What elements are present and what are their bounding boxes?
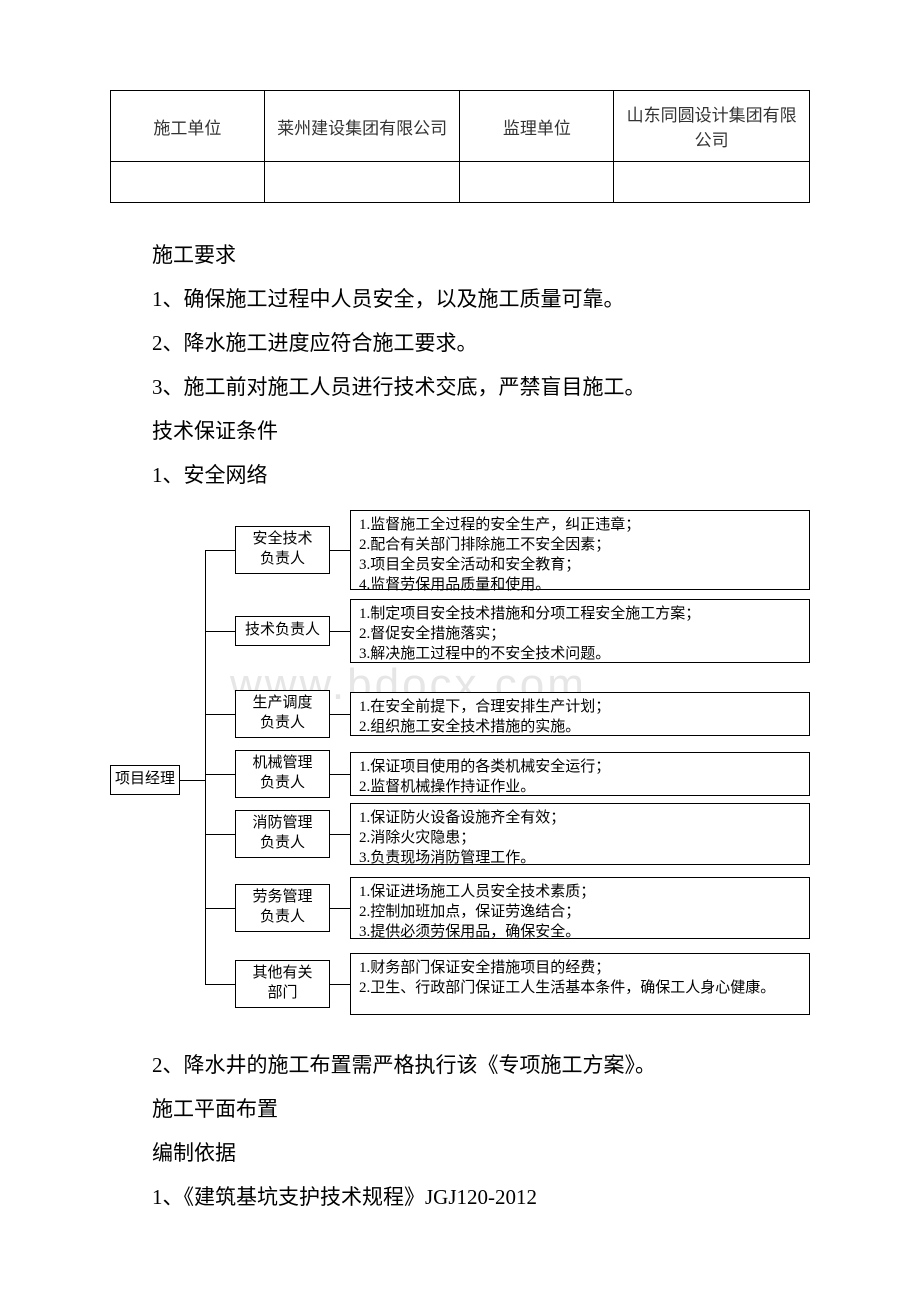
desc-d4: 1.保证项目使用的各类机械安全运行； 2.监督机械操作持证作业。 bbox=[350, 752, 810, 796]
heading-layout: 施工平面布置 bbox=[110, 1087, 810, 1131]
node-root: 项目经理 bbox=[110, 765, 180, 795]
connector-line bbox=[205, 714, 235, 715]
connector-line bbox=[205, 774, 235, 775]
cell-empty bbox=[111, 162, 265, 203]
org-chart: www.bdocx.com项目经理安全技术 负责人1.监督施工全过程的安全生产，… bbox=[110, 510, 810, 1025]
desc-d2: 1.制定项目安全技术措施和分项工程安全施工方案； 2.督促安全措施落实； 3.解… bbox=[350, 599, 810, 663]
cell-empty bbox=[614, 162, 810, 203]
connector-line bbox=[180, 780, 205, 781]
connector-line bbox=[205, 908, 235, 909]
cell-construction-unit-label: 施工单位 bbox=[111, 91, 265, 162]
basis-item-1: 1、《建筑基坑支护技术规程》JGJ120-2012 bbox=[110, 1175, 810, 1219]
connector-line bbox=[330, 774, 350, 775]
item-safety-network: 1、安全网络 bbox=[110, 453, 810, 497]
desc-d5: 1.保证防火设备设施齐全有效； 2.消除火灾隐患； 3.负责现场消防管理工作。 bbox=[350, 803, 810, 865]
connector-line bbox=[330, 834, 350, 835]
desc-d3: 1.在安全前提下，合理安排生产计划； 2.组织施工安全技术措施的实施。 bbox=[350, 692, 810, 736]
desc-d6: 1.保证进场施工人员安全技术素质； 2.控制加班加点，保证劳逸结合； 3.提供必… bbox=[350, 877, 810, 939]
heading-requirements: 施工要求 bbox=[110, 233, 810, 277]
connector-line bbox=[205, 834, 235, 835]
cell-construction-unit-value: 莱州建设集团有限公司 bbox=[264, 91, 460, 162]
req-item-3: 3、施工前对施工人员进行技术交底，严禁盲目施工。 bbox=[110, 365, 810, 409]
req-item-2: 2、降水施工进度应符合施工要求。 bbox=[110, 321, 810, 365]
desc-d7: 1.财务部门保证安全措施项目的经费； 2.卫生、行政部门保证工人生活基本条件，确… bbox=[350, 953, 810, 1015]
desc-d1: 1.监督施工全过程的安全生产，纠正违章； 2.配合有关部门排除施工不安全因素； … bbox=[350, 510, 810, 590]
connector-line bbox=[330, 984, 350, 985]
node-n6: 劳务管理 负责人 bbox=[235, 884, 330, 932]
node-n1: 安全技术 负责人 bbox=[235, 526, 330, 574]
item-dewatering-plan: 2、降水井的施工布置需严格执行该《专项施工方案》。 bbox=[110, 1043, 810, 1087]
node-n3: 生产调度 负责人 bbox=[235, 690, 330, 738]
header-table: 施工单位 莱州建设集团有限公司 监理单位 山东同圆设计集团有限公司 bbox=[110, 90, 810, 203]
connector-line bbox=[205, 984, 235, 985]
connector-line bbox=[330, 631, 350, 632]
node-n7: 其他有关 部门 bbox=[235, 960, 330, 1008]
cell-empty bbox=[264, 162, 460, 203]
connector-line bbox=[205, 550, 206, 984]
connector-line bbox=[330, 714, 350, 715]
heading-tech-condition: 技术保证条件 bbox=[110, 409, 810, 453]
connector-line bbox=[205, 631, 235, 632]
req-item-1: 1、确保施工过程中人员安全，以及施工质量可靠。 bbox=[110, 277, 810, 321]
node-n5: 消防管理 负责人 bbox=[235, 810, 330, 858]
heading-basis: 编制依据 bbox=[110, 1131, 810, 1175]
node-n4: 机械管理 负责人 bbox=[235, 750, 330, 798]
node-n2: 技术负责人 bbox=[235, 616, 330, 646]
cell-empty bbox=[460, 162, 614, 203]
cell-supervision-unit-value: 山东同圆设计集团有限公司 bbox=[614, 91, 810, 162]
cell-supervision-unit-label: 监理单位 bbox=[460, 91, 614, 162]
connector-line bbox=[330, 908, 350, 909]
connector-line bbox=[330, 550, 350, 551]
connector-line bbox=[205, 550, 235, 551]
